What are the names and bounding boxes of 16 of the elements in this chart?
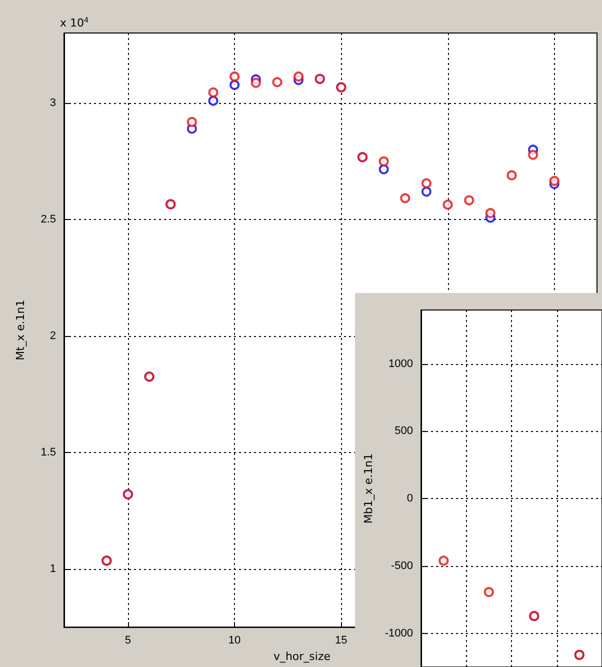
y-tick-label: -500 <box>391 560 414 572</box>
x-tick-label: 15 <box>335 634 348 647</box>
y-tick-label: 2 <box>50 330 56 342</box>
y-tick-label: 0 <box>406 492 414 505</box>
y-tick-label: 1 <box>50 562 56 575</box>
y-tick-label: 2.5 <box>40 213 56 226</box>
y-axis-title: Mb1_x e.1n1 <box>362 453 375 524</box>
x-tick-label: 5 <box>124 634 132 647</box>
y-tick-label: 500 <box>394 425 414 438</box>
x-axis-title: v_hor_size <box>273 650 331 663</box>
y-tick-label: 3 <box>50 96 56 109</box>
y-tick-label: -1000 <box>384 627 414 640</box>
y-tick-label: 1.5 <box>40 446 56 458</box>
y-axis-title: Mt_x e.1n1 <box>14 300 27 360</box>
y-tick-label: 1000 <box>388 358 414 370</box>
x-tick-label: 10 <box>228 634 241 647</box>
